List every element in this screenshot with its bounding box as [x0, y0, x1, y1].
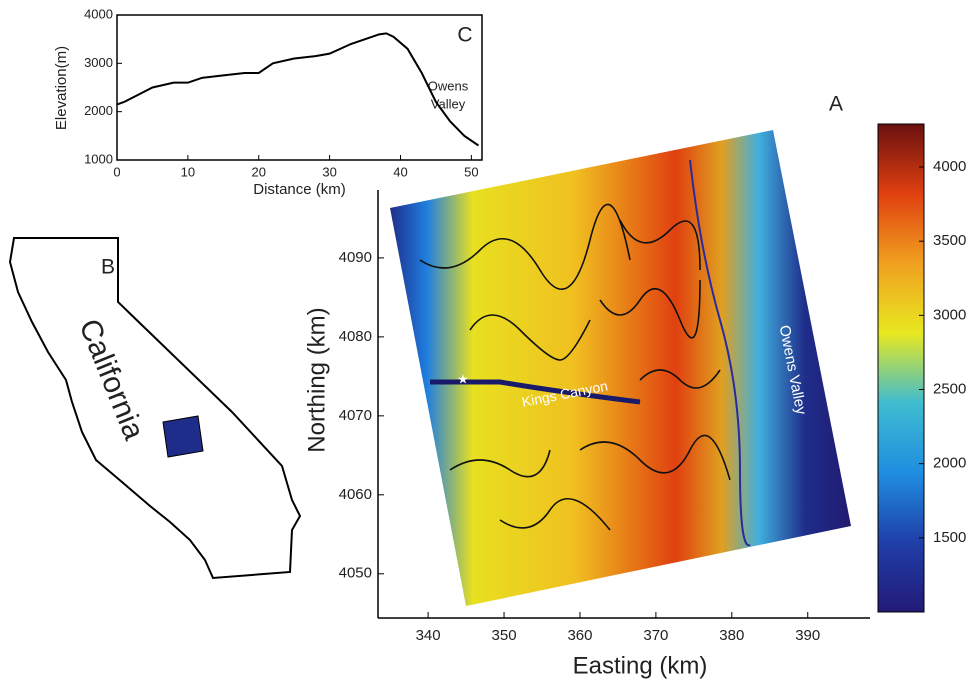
x-tick-label: 50: [464, 164, 478, 179]
annotation: Valley: [431, 96, 466, 111]
colorbar-tick-label: 4000: [933, 158, 966, 175]
x-tick-label: 360: [567, 627, 592, 644]
study-area-inset: [162, 415, 204, 458]
california-outline: [8, 237, 302, 580]
x-tick-label: 340: [416, 627, 441, 644]
x-tick-label: 0: [113, 164, 120, 179]
colorbar-tick-label: 2500: [933, 380, 966, 397]
x-tick-label: 380: [719, 627, 744, 644]
x-axis-label: Easting (km): [573, 652, 708, 679]
x-tick-label: 390: [795, 627, 820, 644]
colorbar-tick-label: 3000: [933, 306, 966, 323]
y-tick-label: 3000: [84, 55, 113, 70]
panel-label: C: [457, 24, 472, 47]
x-tick-label: 350: [492, 627, 517, 644]
y-tick-label: 4000: [84, 6, 113, 21]
x-tick-label: 370: [643, 627, 668, 644]
y-axis-label: Northing (km): [303, 307, 330, 452]
profile-line: [116, 32, 480, 147]
colorbar-tick-label: 1500: [933, 529, 966, 546]
x-tick-label: 20: [252, 164, 266, 179]
panel-label: B: [101, 256, 115, 279]
star-marker: ★: [457, 371, 469, 386]
colorbar-tick-label: 2000: [933, 455, 966, 472]
state-label: California: [72, 314, 150, 444]
y-tick-label: 1000: [84, 151, 113, 166]
kings-canyon-river: [430, 379, 641, 405]
x-tick-label: 30: [322, 164, 336, 179]
y-tick-label: 2000: [84, 103, 113, 118]
x-tick-label: 40: [393, 164, 407, 179]
colorbar: [877, 123, 925, 613]
plot-frame: [116, 14, 483, 161]
annotation: Owens: [428, 78, 469, 93]
y-tick-label: 4090: [339, 249, 372, 266]
y-tick-label: 4060: [339, 486, 372, 503]
drainage-contours: [419, 203, 731, 531]
x-axis-label: Distance (km): [253, 181, 346, 198]
colorbar-tick-label: 3500: [933, 232, 966, 249]
y-axis-label: Elevation(m): [53, 46, 70, 130]
elevation-map: [390, 130, 851, 606]
x-tick-label: 10: [181, 164, 195, 179]
y-tick-label: 4080: [339, 328, 372, 345]
divide-river: [689, 159, 751, 547]
y-tick-label: 4050: [339, 565, 372, 582]
y-tick-label: 4070: [339, 407, 372, 424]
panel-label: A: [829, 93, 843, 116]
